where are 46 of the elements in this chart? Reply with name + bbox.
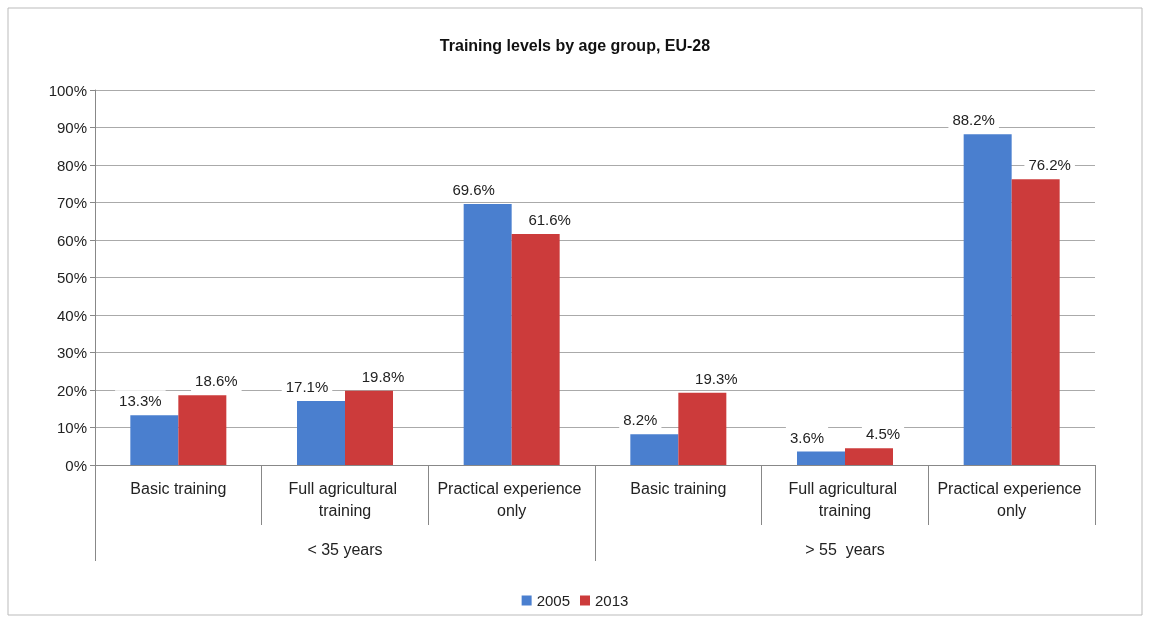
bar <box>797 451 845 465</box>
x-tick-label: Full agricultural training <box>288 479 402 519</box>
bar <box>297 400 345 465</box>
y-tick-label: 30% <box>56 344 87 361</box>
data-label: 76.2% <box>1028 156 1071 174</box>
x-tick-label: Practical experience only <box>437 479 586 519</box>
x-tick-label: Basic training <box>630 479 727 497</box>
bar <box>963 134 1012 465</box>
bar <box>678 392 727 465</box>
bar <box>130 415 179 465</box>
data-label: 69.6% <box>452 181 495 198</box>
bar <box>511 234 560 465</box>
data-label: 17.1% <box>285 377 329 395</box>
bar <box>630 434 679 465</box>
y-tick-label: 90% <box>56 119 87 136</box>
bar <box>178 395 227 465</box>
bar <box>463 204 512 465</box>
y-tick-label: 10% <box>56 419 87 436</box>
y-tick-label: 100% <box>48 81 87 99</box>
data-label: 13.3% <box>119 392 162 410</box>
data-label: 3.6% <box>789 428 825 446</box>
data-label: 61.6% <box>528 211 571 228</box>
x-tick-label: Basic training <box>130 479 227 497</box>
text: < 35 years <box>307 540 383 558</box>
y-tick-label: 70% <box>56 194 87 211</box>
bar <box>845 448 893 465</box>
x-tick-label: Practical experience only <box>937 479 1086 519</box>
y-tick-label: 0% <box>65 456 87 474</box>
y-tick-label: 40% <box>56 306 87 324</box>
y-tick-label: 60% <box>56 231 87 249</box>
data-label: 19.3% <box>695 369 738 387</box>
data-label: 8.2% <box>623 411 658 429</box>
text: > 55 years <box>805 540 885 558</box>
bar <box>345 390 393 465</box>
y-tick-label: 20% <box>56 381 87 399</box>
data-label: 88.2% <box>952 111 995 129</box>
x-tick-label: Full agricultural training <box>788 479 902 519</box>
y-tick-label: 50% <box>56 269 87 286</box>
bar <box>1011 179 1060 465</box>
legend-label: 2005 <box>536 592 571 609</box>
y-tick-label: 80% <box>56 156 87 174</box>
legend-label: 2013 <box>595 592 629 609</box>
data-label: 18.6% <box>195 372 238 390</box>
data-label: 4.5% <box>865 425 901 443</box>
data-label: 19.8% <box>361 367 405 385</box>
chart-title: Training levels by age group, EU-28 <box>439 36 711 54</box>
